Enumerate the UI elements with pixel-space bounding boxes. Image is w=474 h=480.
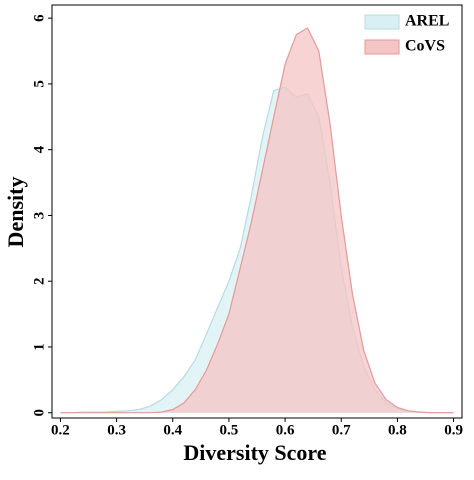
y-tick-label: 4: [31, 145, 47, 153]
legend-label: CoVS: [405, 38, 445, 55]
x-axis-label: Diversity Score: [183, 440, 326, 465]
x-tick-label: 0.6: [276, 422, 295, 438]
area-fill: [60, 28, 454, 413]
x-tick-label: 0.2: [51, 422, 70, 438]
y-tick-label: 6: [31, 14, 47, 22]
x-tick-label: 0.9: [444, 422, 463, 438]
y-tick-label: 5: [31, 80, 47, 88]
y-tick-label: 2: [31, 277, 47, 285]
y-tick-label: 3: [31, 212, 47, 220]
x-tick-label: 0.5: [220, 422, 239, 438]
plot-frame: [51, 4, 463, 419]
x-tick-label: 0.8: [388, 422, 407, 438]
legend-swatch: [364, 39, 400, 55]
x-tick-label: 0.3: [107, 422, 126, 438]
legend-label: AREL: [405, 13, 449, 30]
y-axis-label: Density: [3, 177, 28, 248]
legend-swatch: [364, 14, 400, 30]
density-line: [60, 27, 454, 414]
x-tick-label: 0.4: [163, 422, 182, 438]
y-tick-label: 0: [31, 409, 47, 417]
y-tick-label: 1: [31, 343, 47, 351]
x-tick-label: 0.7: [332, 422, 351, 438]
